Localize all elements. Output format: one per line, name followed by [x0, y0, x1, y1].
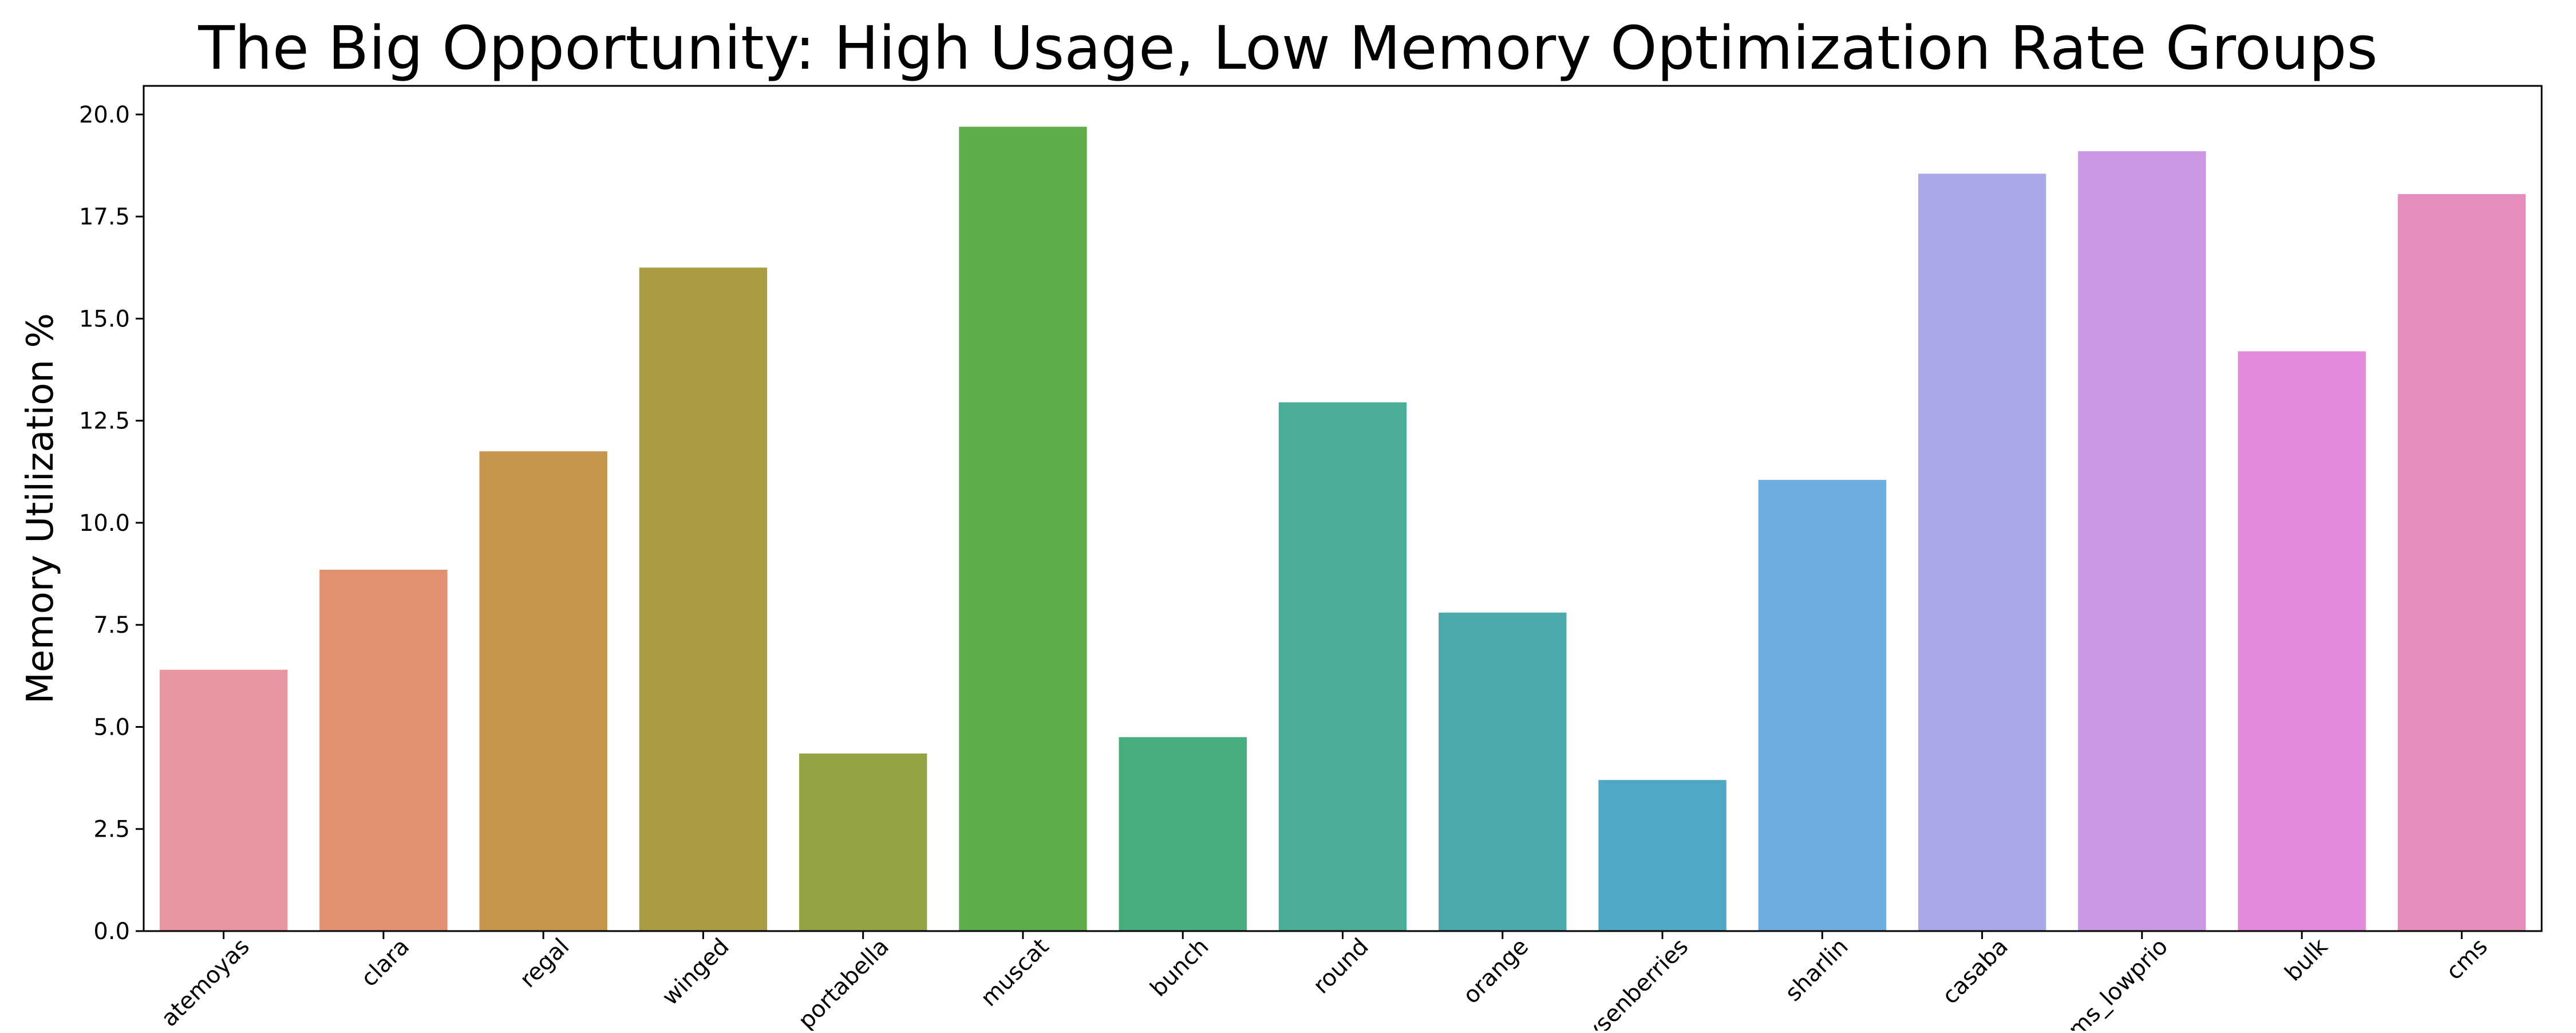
bar-muscat [959, 127, 1087, 932]
bar-casaba [1918, 174, 2046, 932]
bar-bulk [2238, 351, 2366, 931]
bar-clara [319, 569, 448, 931]
y-tick-label: 15.0 [79, 306, 130, 332]
bar-regal [479, 451, 607, 931]
bar-boysenberries [1598, 780, 1726, 931]
x-tick-label-bulk: bulk [2280, 933, 2333, 986]
y-tick-label: 20.0 [79, 102, 130, 128]
x-tick-label-winged: winged [657, 933, 734, 1011]
y-tick-label: 5.0 [93, 714, 130, 740]
y-axis-label: Memory Utilization % [19, 313, 62, 704]
bar-sharlin [1758, 480, 1887, 931]
x-tick-label-orange: orange [1458, 933, 1534, 1009]
x-tick-label-boysenberries: boysenberries [1560, 933, 1694, 1031]
bar-winged [639, 267, 768, 932]
bar-round [1278, 402, 1407, 931]
x-tick-label-round: round [1308, 933, 1374, 999]
x-tick-label-atemoyas: atemoyas [156, 933, 255, 1031]
bar-atemoyas [159, 669, 288, 931]
x-tick-label-clara: clara [356, 933, 414, 992]
chart-title: The Big Opportunity: High Usage, Low Mem… [197, 13, 2377, 83]
plot-frame [143, 85, 2543, 932]
bar-bunch [1119, 737, 1247, 931]
x-tick-label-sharlin: sharlin [1780, 933, 1854, 1007]
x-tick-label-casaba: casaba [1937, 933, 2013, 1010]
x-tick-label-cms: cms [2441, 933, 2492, 985]
x-tick-label-cms_lowprio: cms_lowprio [2055, 933, 2174, 1031]
bar-portabella [799, 753, 927, 931]
y-axis-ticks: 0.0 2.5 5.0 7.5 10.0 12.5 15.0 17.5 20.0 [79, 102, 144, 945]
x-axis-ticks: atemoyas clara regal winged portabella muscat… [156, 931, 2493, 1033]
y-tick-label: 17.5 [79, 204, 130, 230]
x-tick-label-regal: regal [515, 933, 574, 993]
y-tick-label: 0.0 [93, 918, 130, 945]
bar-cms [2397, 194, 2526, 931]
bar-cms_lowprio [2078, 151, 2206, 932]
y-tick-label: 10.0 [79, 510, 130, 537]
x-tick-label-muscat: muscat [976, 933, 1054, 1012]
y-tick-label: 2.5 [93, 817, 130, 843]
y-tick-label: 12.5 [79, 408, 130, 435]
bars-layer [159, 127, 2526, 932]
y-tick-label: 7.5 [93, 612, 130, 638]
x-tick-label-portabella: portabella [793, 933, 894, 1031]
bar-orange [1439, 612, 1567, 931]
x-tick-label-bunch: bunch [1145, 933, 1214, 1002]
